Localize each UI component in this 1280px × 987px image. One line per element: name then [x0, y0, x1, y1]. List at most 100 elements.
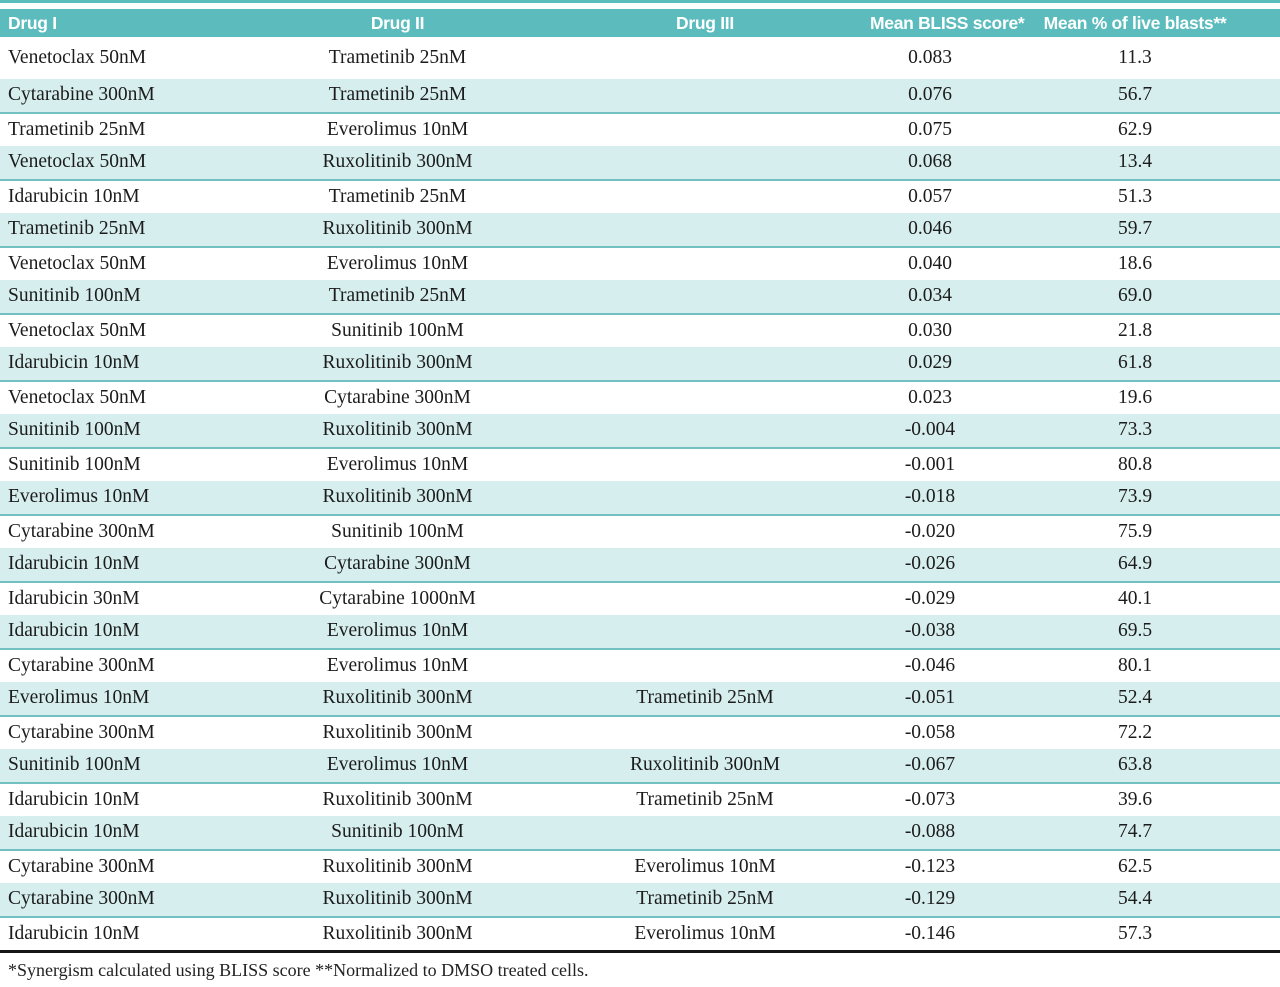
top-rule [0, 0, 1280, 3]
cell-drug-1: Idarubicin 10nM [8, 185, 140, 207]
cell-drug-2: Ruxolitinib 300nM [255, 682, 540, 717]
cell-bliss-score: 0.076 [870, 79, 990, 114]
table-row: Venetoclax 50nM Everolimus 10nM 0.040 18.6 [0, 247, 1280, 281]
cell-drug-1: Venetoclax 50nM [8, 319, 147, 341]
cell-drug-1: Idarubicin 30nM [8, 587, 140, 609]
cell-drug-2: Everolimus 10nM [326, 118, 469, 140]
col-header-live-blasts: Mean % of live blasts** [990, 9, 1280, 37]
table-row: Sunitinib 100nM Everolimus 10nM Ruxolitini… [0, 749, 1280, 784]
cell-bliss-score: 0.034 [870, 280, 990, 315]
cell-drug-3 [540, 615, 870, 650]
cell-drug-3 [540, 280, 870, 315]
cell-bliss-score: -0.051 [870, 682, 990, 717]
cell-drug-2: Trametinib 25nM [328, 185, 467, 207]
cell-live-blasts: 75.9 [1117, 520, 1153, 542]
cell-drug-3 [540, 481, 870, 516]
cell-live-blasts: 51.3 [1117, 185, 1153, 207]
cell-drug-2: Everolimus 10nM [255, 749, 540, 784]
table-row: Idarubicin 10nM Ruxolitinib 300nM 0.029 61.… [0, 347, 1280, 382]
table-header: Drug I Drug II Drug III Mean BLISS score… [0, 9, 1280, 37]
cell-drug-1: Cytarabine 300nM [8, 721, 155, 743]
cell-live-blasts: 54.4 [990, 883, 1280, 918]
cell-live-blasts: 73.3 [990, 414, 1280, 449]
cell-bliss-score: -0.004 [870, 414, 990, 449]
cell-drug-2: Everolimus 10nM [326, 654, 469, 676]
table-row: Cytarabine 300nM Everolimus 10nM -0.046 80.… [0, 649, 1280, 683]
cell-drug-2: Ruxolitinib 300nM [255, 481, 540, 516]
table-row: Sunitinib 100nM Trametinib 25nM 0.034 69.0 [0, 280, 1280, 315]
cell-drug-1: Cytarabine 300nM [0, 79, 255, 114]
cell-live-blasts: 21.8 [1117, 319, 1153, 341]
cell-drug-3 [540, 716, 870, 750]
cell-live-blasts: 80.1 [1117, 654, 1153, 676]
table-row: Sunitinib 100nM Everolimus 10nM -0.001 80.8 [0, 448, 1280, 482]
cell-drug-1: Sunitinib 100nM [0, 280, 255, 315]
cell-drug-3 [540, 146, 870, 181]
table-row: Idarubicin 10nM Cytarabine 300nM -0.026 64.… [0, 548, 1280, 583]
cell-bliss-score: 0.083 [908, 47, 952, 68]
bottom-rule [0, 950, 1280, 953]
cell-drug-1: Sunitinib 100nM [8, 453, 141, 475]
cell-live-blasts: 80.8 [1117, 453, 1153, 475]
cell-live-blasts: 59.7 [990, 213, 1280, 248]
cell-live-blasts: 73.9 [990, 481, 1280, 516]
table-row: Idarubicin 30nM Cytarabine 1000nM -0.029 40… [0, 582, 1280, 616]
cell-bliss-score: -0.058 [904, 721, 956, 743]
cell-drug-2: Everolimus 10nM [326, 252, 469, 274]
cell-drug-2: Ruxolitinib 300nM [255, 883, 540, 918]
cell-drug-3: Ruxolitinib 300nM [540, 749, 870, 784]
cell-bliss-score: 0.030 [908, 319, 952, 341]
cell-bliss-score: -0.020 [904, 520, 956, 542]
col-header-drug-1: Drug I [0, 9, 255, 37]
cell-drug-1: Venetoclax 50nM [8, 47, 147, 68]
table-row: Venetoclax 50nM Sunitinib 100nM 0.030 21.8 [0, 314, 1280, 348]
cell-bliss-score: 0.029 [870, 347, 990, 382]
table-row: Sunitinib 100nM Ruxolitinib 300nM -0.004 73… [0, 414, 1280, 449]
table-row: Trametinib 25nM Everolimus 10nM 0.075 62.9 [0, 113, 1280, 147]
cell-drug-3 [540, 247, 870, 281]
cell-drug-3: Everolimus 10nM [634, 922, 776, 944]
col-header-drug-2: Drug II [255, 9, 540, 37]
cell-live-blasts: 57.3 [1117, 922, 1153, 944]
cell-drug-3 [540, 448, 870, 482]
table-footnote: *Synergism calculated using BLISS score … [8, 960, 589, 980]
cell-drug-3 [540, 314, 870, 348]
table-row: Cytarabine 300nM Sunitinib 100nM -0.020 75.… [0, 515, 1280, 549]
cell-drug-2: Everolimus 10nM [255, 615, 540, 650]
table-row: Idarubicin 10nM Trametinib 25nM 0.057 51.3 [0, 180, 1280, 214]
table-row: Everolimus 10nM Ruxolitinib 300nM -0.018 73… [0, 481, 1280, 516]
cell-drug-3 [540, 816, 870, 851]
cell-drug-2: Trametinib 25nM [255, 79, 540, 114]
cell-drug-1: Everolimus 10nM [0, 481, 255, 516]
cell-drug-1: Idarubicin 10nM [8, 788, 140, 810]
cell-live-blasts: 13.4 [990, 146, 1280, 181]
cell-drug-1: Trametinib 25nM [8, 118, 146, 140]
cell-live-blasts: 69.0 [990, 280, 1280, 315]
cell-bliss-score: -0.026 [870, 548, 990, 583]
header-row: Drug I Drug II Drug III Mean BLISS score… [0, 9, 1280, 37]
cell-drug-2: Cytarabine 300nM [255, 548, 540, 583]
col-header-bliss-score: Mean BLISS score* [870, 9, 1025, 37]
cell-drug-1: Everolimus 10nM [0, 682, 255, 717]
table-row: Trametinib 25nM Ruxolitinib 300nM 0.046 59.… [0, 213, 1280, 248]
cell-drug-1: Venetoclax 50nM [8, 252, 147, 274]
cell-drug-2: Ruxolitinib 300nM [322, 922, 473, 944]
cell-drug-3: Trametinib 25nM [540, 682, 870, 717]
table-row: Idarubicin 10nM Ruxolitinib 300nM Trametin… [0, 783, 1280, 817]
table-row: Cytarabine 300nM Ruxolitinib 300nM -0.058 7… [0, 716, 1280, 750]
cell-drug-1: Idarubicin 10nM [8, 922, 140, 944]
cell-live-blasts: 62.5 [1117, 855, 1153, 877]
table-row: Idarubicin 10nM Everolimus 10nM -0.038 69.5 [0, 615, 1280, 650]
cell-bliss-score: -0.129 [870, 883, 990, 918]
cell-bliss-score: -0.088 [870, 816, 990, 851]
cell-drug-3 [540, 582, 870, 616]
table-row: Everolimus 10nM Ruxolitinib 300nM Trametin… [0, 682, 1280, 717]
cell-drug-2: Ruxolitinib 300nM [322, 721, 473, 743]
cell-drug-2: Ruxolitinib 300nM [322, 788, 473, 810]
cell-live-blasts: 40.1 [1117, 587, 1153, 609]
cell-live-blasts: 11.3 [1118, 47, 1152, 68]
cell-drug-2: Ruxolitinib 300nM [255, 213, 540, 248]
cell-drug-2: Trametinib 25nM [328, 47, 467, 68]
cell-bliss-score: -0.029 [904, 587, 956, 609]
